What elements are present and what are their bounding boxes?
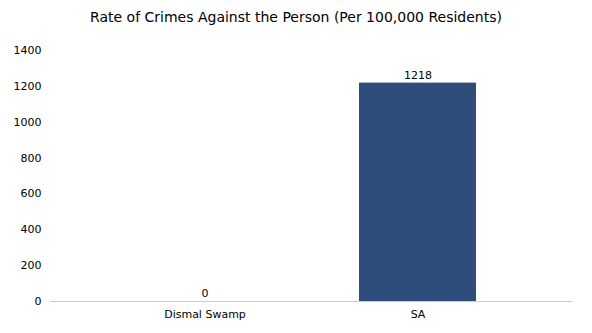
svg-text:Dismal Swamp: Dismal Swamp [164, 308, 246, 321]
svg-text:200: 200 [21, 259, 42, 272]
svg-text:1000: 1000 [14, 116, 42, 129]
svg-text:1400: 1400 [14, 44, 42, 57]
svg-text:600: 600 [21, 187, 42, 200]
svg-text:SA: SA [411, 308, 426, 321]
svg-text:0: 0 [35, 295, 42, 308]
svg-text:800: 800 [21, 152, 42, 165]
svg-text:1200: 1200 [14, 80, 42, 93]
svg-text:400: 400 [21, 223, 42, 236]
svg-text:0: 0 [202, 287, 209, 300]
html-text:Rate of Crimes Against the Per: Rate of Crimes Against the Person (Per 1… [90, 9, 502, 25]
svg-text:1218: 1218 [404, 69, 432, 82]
